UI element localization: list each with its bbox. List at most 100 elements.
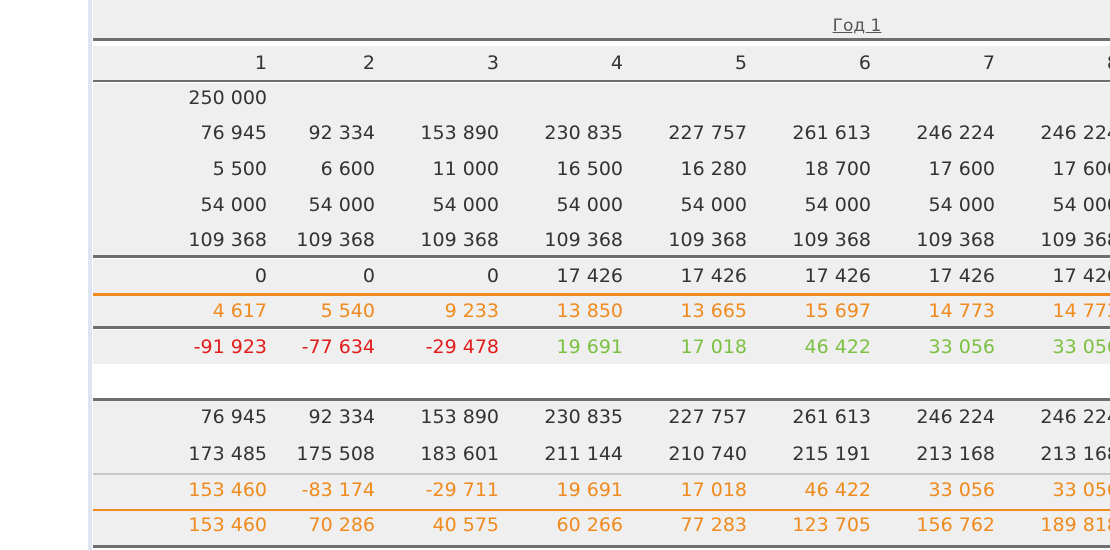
table-cell[interactable]: 16 500 [556, 158, 623, 180]
table-cell[interactable]: 250 000 [188, 87, 267, 109]
table-cell[interactable]: 54 000 [432, 194, 499, 216]
table-cell[interactable]: 11 000 [432, 158, 499, 180]
table-cell[interactable]: 109 368 [188, 229, 267, 251]
table-cell[interactable]: 33 056 [928, 336, 995, 358]
table-cell[interactable]: 92 334 [308, 406, 375, 428]
table-cell[interactable]: 33 056 [1052, 479, 1110, 501]
table-cell[interactable]: 123 705 [792, 514, 871, 536]
table-cell[interactable]: 0 [254, 265, 267, 287]
table-cell[interactable]: 261 613 [792, 122, 871, 144]
table-cell[interactable]: 17 426 [804, 265, 871, 287]
table-cell[interactable]: 4 617 [212, 300, 267, 322]
column-header-8[interactable]: 8 [1009, 46, 1110, 80]
table-cell[interactable]: 109 368 [296, 229, 375, 251]
table-cell[interactable]: 230 835 [544, 122, 623, 144]
table-cell[interactable]: 17 426 [680, 265, 747, 287]
table-cell[interactable]: 17 600 [1052, 158, 1110, 180]
table-cell[interactable]: 211 144 [544, 443, 623, 465]
table-cell[interactable]: 109 368 [668, 229, 747, 251]
table-cell[interactable]: 189 818 [1040, 514, 1110, 536]
table-cell[interactable]: 175 508 [296, 443, 375, 465]
table-cell[interactable]: 153 460 [188, 514, 267, 536]
table-cell[interactable]: 246 224 [916, 406, 995, 428]
table-cell[interactable]: 18 700 [804, 158, 871, 180]
table-cell[interactable]: 261 613 [792, 406, 871, 428]
table-cell[interactable]: 76 945 [200, 406, 267, 428]
table-cell[interactable]: 17 018 [680, 479, 747, 501]
column-header-2[interactable]: 2 [362, 52, 375, 74]
table-cell[interactable]: 46 422 [804, 479, 871, 501]
table-cell[interactable]: 183 601 [420, 443, 499, 465]
table-cell[interactable]: -77 634 [301, 336, 375, 358]
table-cell[interactable]: 76 945 [200, 122, 267, 144]
table-cell[interactable]: 246 224 [1040, 122, 1110, 144]
table-cell[interactable]: -91 923 [193, 336, 267, 358]
table-cell[interactable]: 213 168 [916, 443, 995, 465]
table-cell[interactable]: 54 000 [556, 194, 623, 216]
table-cell[interactable]: 17 600 [928, 158, 995, 180]
table-cell[interactable]: 14 773 [1052, 300, 1110, 322]
table-cell[interactable]: 0 [486, 265, 499, 287]
column-header-7[interactable]: 7 [982, 52, 995, 74]
table-row: 4 617 5 540 9 233 13 850 13 665 15 697 14 773 1… [93, 294, 1110, 328]
table-cell[interactable]: 215 191 [792, 443, 871, 465]
table-cell[interactable]: 153 890 [420, 406, 499, 428]
table-cell[interactable]: 46 422 [804, 336, 871, 358]
table-cell[interactable]: 6 600 [320, 158, 375, 180]
table-cell[interactable]: 14 773 [928, 300, 995, 322]
table-cell[interactable]: 17 426 [556, 265, 623, 287]
table-cell[interactable]: 17 426 [928, 265, 995, 287]
table-cell[interactable]: 109 368 [544, 229, 623, 251]
table-cell[interactable]: 54 000 [1052, 194, 1110, 216]
table-cell[interactable]: -83 174 [301, 479, 375, 501]
table-cell[interactable]: 213 168 [1040, 443, 1110, 465]
table-cell[interactable]: 109 368 [1040, 229, 1110, 251]
table-cell[interactable]: 153 460 [188, 479, 267, 501]
table-cell[interactable]: 54 000 [680, 194, 747, 216]
table-cell[interactable]: 13 665 [680, 300, 747, 322]
table-cell[interactable]: 70 286 [308, 514, 375, 536]
table-cell[interactable]: 54 000 [804, 194, 871, 216]
table-cell[interactable]: 5 540 [320, 300, 375, 322]
table-cell[interactable]: 17 426 [1052, 265, 1110, 287]
table-cell[interactable]: 33 056 [928, 479, 995, 501]
table-cell[interactable]: 40 575 [432, 514, 499, 536]
table-cell[interactable]: 19 691 [556, 479, 623, 501]
table-cell[interactable]: 17 018 [680, 336, 747, 358]
table-cell[interactable]: 109 368 [420, 229, 499, 251]
table-cell[interactable]: 5 500 [212, 158, 267, 180]
table-cell[interactable]: 109 368 [792, 229, 871, 251]
column-header-6[interactable]: 6 [858, 52, 871, 74]
table-cell[interactable]: 92 334 [308, 122, 375, 144]
table-cell[interactable]: 227 757 [668, 406, 747, 428]
table-cell[interactable]: 33 056 [1052, 336, 1110, 358]
table-cell[interactable]: 9 233 [444, 300, 499, 322]
column-header-4[interactable]: 4 [610, 52, 623, 74]
table-cell[interactable]: -29 478 [425, 336, 499, 358]
table-cell[interactable]: 60 266 [556, 514, 623, 536]
table-cell[interactable]: 246 224 [916, 122, 995, 144]
table-cell[interactable]: 16 280 [680, 158, 747, 180]
table-row: 76 945 92 334 153 890 230 835 227 757 261 613… [93, 400, 1110, 434]
table-cell[interactable]: 246 224 [1040, 406, 1110, 428]
table-cell[interactable]: 109 368 [916, 229, 995, 251]
table-cell[interactable]: 230 835 [544, 406, 623, 428]
table-cell[interactable]: 13 850 [556, 300, 623, 322]
table-cell[interactable]: -29 711 [425, 479, 499, 501]
column-header-3[interactable]: 3 [486, 52, 499, 74]
column-header-1[interactable]: 1 [254, 52, 267, 74]
table-cell[interactable]: 153 890 [420, 122, 499, 144]
table-cell[interactable]: 54 000 [200, 194, 267, 216]
table-cell[interactable]: 0 [362, 265, 375, 287]
table-cell[interactable]: 210 740 [668, 443, 747, 465]
table-cell[interactable]: 77 283 [680, 514, 747, 536]
table-cell[interactable]: 173 485 [188, 443, 267, 465]
table-cell[interactable]: 54 000 [308, 194, 375, 216]
table-cell[interactable]: 54 000 [928, 194, 995, 216]
table-row: -91 923 -77 634 -29 478 19 691 17 018 46 422 3… [93, 330, 1110, 364]
table-cell[interactable]: 227 757 [668, 122, 747, 144]
table-cell[interactable]: 15 697 [804, 300, 871, 322]
table-cell[interactable]: 19 691 [556, 336, 623, 358]
table-cell[interactable]: 156 762 [916, 514, 995, 536]
column-header-5[interactable]: 5 [734, 52, 747, 74]
